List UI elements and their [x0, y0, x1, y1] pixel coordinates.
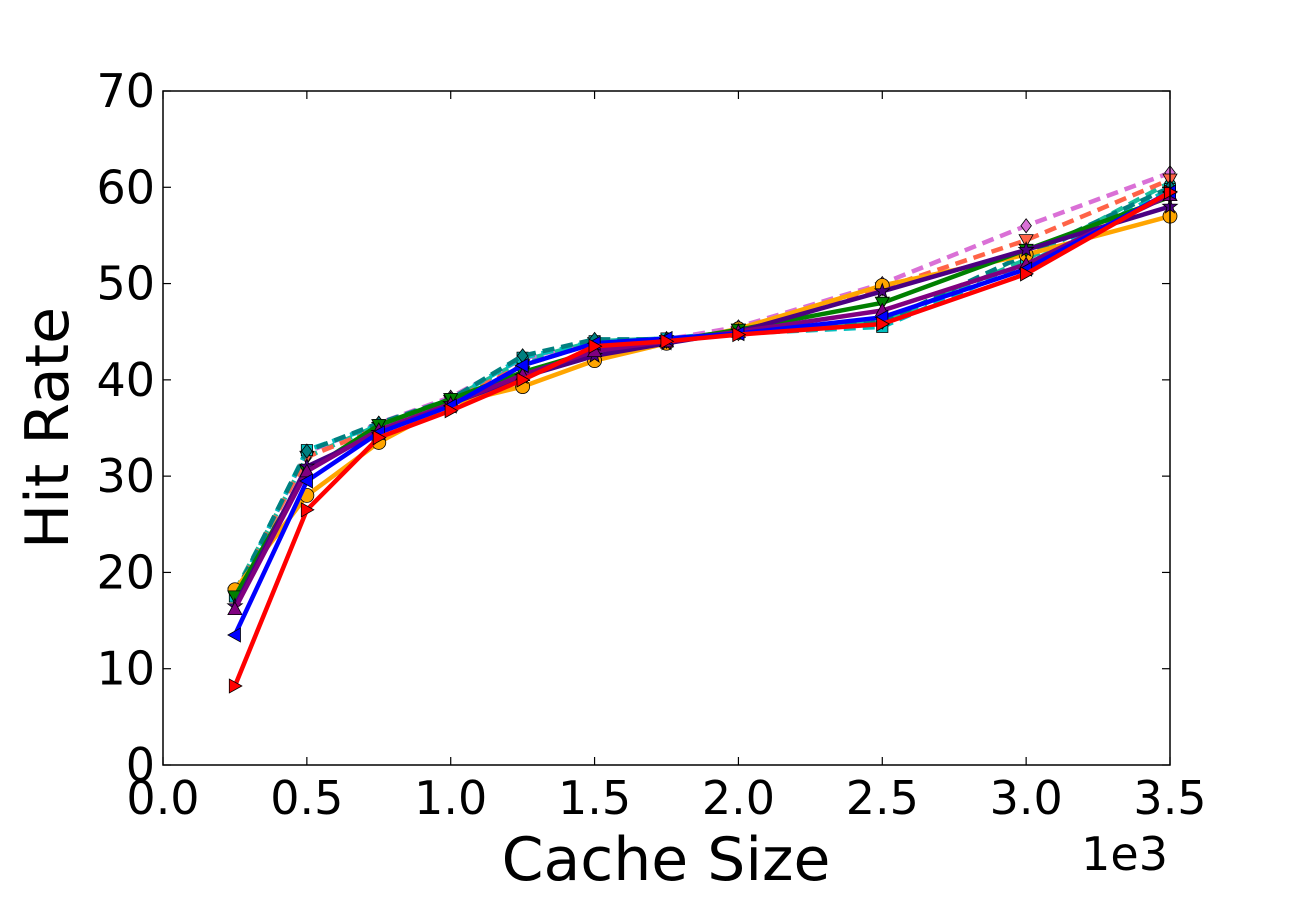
data-point	[228, 678, 243, 694]
series-1	[229, 165, 1176, 605]
series-2	[227, 173, 1178, 602]
plot-frame	[162, 90, 1171, 766]
data-point	[1017, 241, 1035, 258]
x-tick-label: 3.5	[1133, 771, 1206, 825]
series-10	[228, 184, 1178, 694]
ticks-layer: 0.0 0.5 1.0 1.5 2.0 2.5 3.0 3.5 0 10 20 30 40 50 60 70	[96, 64, 1206, 825]
x-tick-label: 0.5	[270, 771, 343, 825]
data-point	[660, 333, 675, 349]
series-line	[232, 180, 1172, 593]
y-tick-label: 0	[126, 738, 155, 792]
data-point	[444, 403, 459, 419]
data-point	[876, 316, 891, 332]
data-point	[372, 429, 387, 446]
x-tick-label: 0.0	[126, 771, 199, 825]
data-point	[732, 326, 747, 343]
x-tick-label: 1.5	[558, 771, 631, 825]
y-tick-label: 10	[96, 642, 155, 696]
data-point	[227, 627, 241, 643]
data-point	[514, 357, 529, 374]
y-axis-title: Hit Rate	[13, 307, 83, 549]
data-point	[227, 601, 243, 615]
y-tick-label: 40	[96, 353, 155, 407]
series-line	[232, 177, 1171, 595]
data-point	[300, 502, 315, 518]
x-tick-label: 3.0	[990, 771, 1063, 825]
y-tick-label: 60	[96, 160, 155, 214]
data-point	[516, 372, 531, 388]
y-tick-label: 20	[96, 545, 155, 599]
y-tick-label: 30	[96, 449, 155, 503]
series-layer	[226, 165, 1179, 694]
data-point	[1020, 266, 1034, 282]
data-point	[873, 282, 891, 299]
data-point	[588, 338, 603, 354]
series-4	[229, 179, 1176, 603]
data-point	[299, 473, 313, 489]
data-point	[1018, 234, 1034, 249]
y-tick-label: 50	[96, 257, 155, 311]
x-tick-label: 2.0	[702, 771, 775, 825]
x-axis-title: Cache Size	[502, 825, 831, 895]
y-tick-label: 70	[96, 64, 155, 118]
x-tick-label: 1.0	[414, 771, 487, 825]
x-offset-label: 1e3	[1081, 827, 1168, 881]
data-point	[1020, 218, 1032, 234]
x-tick-label: 2.5	[846, 771, 919, 825]
series-line	[232, 185, 1171, 596]
